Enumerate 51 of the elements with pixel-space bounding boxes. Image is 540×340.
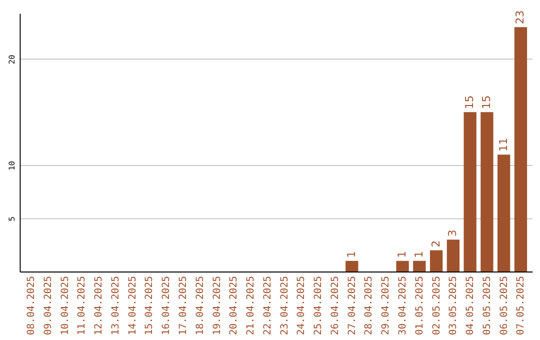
x-tick-label: 05.05.2025 [482,276,493,336]
data-label: 2 [429,240,442,248]
bar [498,154,510,272]
data-label: 1 [412,251,426,258]
x-tick-label: 20.04.2025 [228,276,240,336]
y-tick-label: 5 [7,216,16,222]
bar [464,112,476,272]
x-tick-label: 11.04.2025 [76,276,88,336]
y-tick-label: 10 [7,160,16,170]
bar [430,250,443,272]
x-tick-label: 24.04.2025 [296,276,308,336]
x-tick-label: 30.04.2025 [397,276,408,336]
x-tick-label: 13.04.2025 [110,276,122,336]
data-label: 3 [446,230,460,237]
x-tick-label: 03.05.2025 [448,276,460,336]
bar [480,112,494,272]
x-tick-label: 25.04.2025 [313,276,324,336]
x-tick-label: 10.04.2025 [60,276,71,336]
x-tick-label: 07.05.2025 [516,276,527,336]
x-tick-label: 21.04.2025 [246,276,257,336]
x-tick-label: 19.04.2025 [212,276,223,336]
x-tick-label: 26.04.2025 [330,276,341,336]
bar [514,27,528,272]
data-label: 15 [463,95,476,110]
data-label: 1 [344,251,358,258]
bar [413,260,426,272]
x-tick-label: 01.05.2025 [414,276,426,336]
x-tick-label: 28.04.2025 [364,276,375,336]
x-tick-label: 08.04.2025 [26,276,38,336]
x-tick-label: 18.04.2025 [194,276,206,336]
x-tick-label: 04.05.2025 [465,276,476,336]
data-label: 15 [480,95,493,110]
bar [346,260,358,272]
x-tick-label: 12.04.2025 [94,276,105,336]
x-tick-label: 09.04.2025 [42,276,54,336]
y-tick-label: 20 [7,54,16,64]
x-tick-label: 14.04.2025 [127,276,138,336]
x-tick-label: 23.04.2025 [279,276,290,336]
data-label: 1 [395,251,408,258]
x-tick-label: 29.04.2025 [380,276,392,336]
x-tick-label: 16.04.2025 [161,276,172,336]
x-tick-label: 15.04.2025 [144,276,156,336]
data-label: 11 [496,138,510,152]
x-tick-label: 27.04.2025 [346,276,358,336]
data-label: 23 [514,10,527,24]
bar [446,240,460,272]
x-tick-label: 22.04.2025 [262,276,274,336]
x-tick-label: 06.05.2025 [498,276,510,336]
x-tick-label: 17.04.2025 [178,276,190,336]
bar [396,260,409,272]
x-tick-label: 02.05.2025 [431,276,442,336]
